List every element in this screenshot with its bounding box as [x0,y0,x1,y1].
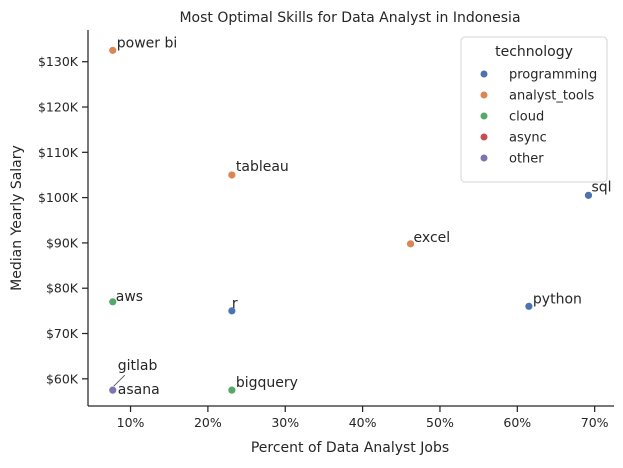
legend-label-cloud: cloud [509,110,544,125]
point-r [227,306,237,316]
label-sql: sql [591,179,611,195]
x-tick-label: 10% [117,415,145,430]
y-tick-label: $110K [38,145,79,160]
point-sql [584,190,593,200]
label-python: python [533,291,582,307]
point-power-bi [108,45,118,55]
y-tick-label: $60K [46,371,79,386]
legend-marker-analyst-tools [480,91,488,99]
legend-box [460,36,608,183]
y-tick-label: $80K [46,281,79,296]
data-points [108,45,593,395]
x-tick-label: 50% [426,415,454,430]
gitlab-label-leader [113,374,126,387]
y-tick-label: $90K [46,235,79,250]
point-asana [108,385,118,395]
y-tick-label: $130K [38,54,79,69]
y-tick-label: $120K [38,100,79,115]
x-tick-label: 20% [194,415,222,430]
y-tick-label: $70K [46,326,79,341]
legend-label-analyst-tools: analyst_tools [509,89,594,104]
legend-label-programming: programming [509,68,597,83]
label-r: r [232,296,238,312]
point-labels: power bi tableau sql excel aws python r bigquer… [113,35,612,398]
label-power-bi: power bi [117,35,177,51]
label-bigquery: bigquery [236,375,298,391]
x-tick-label: 60% [503,415,531,430]
axes: 10% 20% 30% 40% 50% 60% 70% $60K $70K $80K $90K $10… [38,30,614,430]
y-tick-label: $100K [38,190,79,205]
label-aws: aws [116,289,143,305]
x-axis-title: Percent of Data Analyst Jobs [251,440,449,456]
point-aws [108,297,118,307]
x-tick-label: 40% [349,415,377,430]
x-tick-label: 70% [581,415,609,430]
label-gitlab: gitlab [118,358,158,374]
point-bigquery [227,385,237,395]
legend-label-async: async [509,131,547,146]
chart-title: Most Optimal Skills for Data Analyst in … [179,10,520,26]
x-tick-label: 30% [271,415,299,430]
y-axis-title: Median Yearly Salary [9,145,25,291]
label-excel: excel [414,230,451,246]
legend-marker-async [480,133,488,141]
label-tableau: tableau [236,159,289,175]
legend-marker-cloud [480,112,488,120]
point-tableau [227,170,237,180]
label-asana: asana [118,382,160,398]
point-python [524,301,534,311]
legend-marker-programming [480,70,488,78]
legend-title: technology [495,44,573,60]
legend-label-other: other [509,152,544,167]
legend-marker-other [480,154,488,162]
point-excel [406,239,415,249]
